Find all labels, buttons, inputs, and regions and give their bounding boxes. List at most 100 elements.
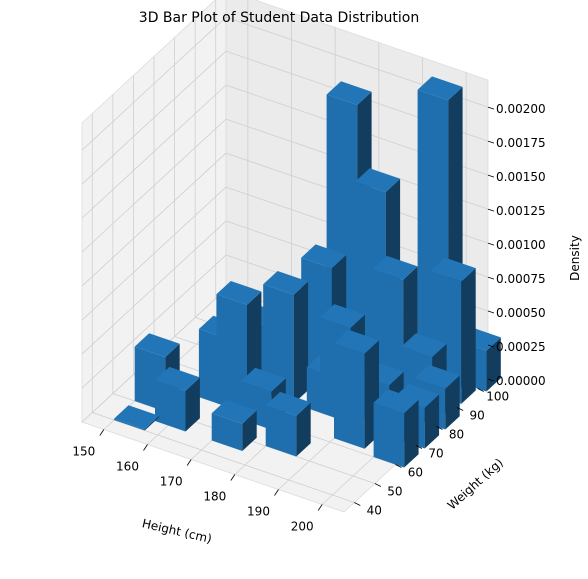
bar-face-top (430, 257, 476, 282)
bar-face-side (185, 377, 200, 432)
bar-face-front (211, 413, 243, 451)
gridline-z-wall (81, 118, 227, 253)
bar-face-top (301, 244, 347, 269)
x-tick-label: 150 (72, 445, 95, 459)
z-tick-mark (487, 242, 495, 246)
x-tick-mark (230, 474, 236, 481)
y-tick-mark (354, 502, 361, 506)
bar-face-top (326, 81, 372, 105)
x-tick-label: 200 (291, 520, 314, 534)
bar-face-side (445, 375, 460, 430)
z-tick-label: 0.00125 (496, 204, 546, 218)
gridline-z-wall (81, 220, 227, 355)
z-tick-label: 0.00175 (496, 136, 546, 150)
bar (373, 389, 419, 468)
gridline-z-wall (81, 16, 227, 151)
bar-face-side (293, 281, 309, 404)
z-tick-label: 0.00150 (496, 170, 546, 184)
z-tick-mark (487, 378, 495, 382)
gridline-z-wall (81, 84, 227, 219)
bar-face-top (373, 389, 419, 414)
bar-face-top (417, 76, 463, 101)
x-tick-mark (143, 444, 148, 451)
bar-face-top (240, 367, 286, 392)
bar-face-side (404, 399, 419, 468)
bar-face-side (486, 337, 501, 392)
bar (334, 329, 379, 449)
z-tick-label: 0.00075 (496, 272, 546, 286)
bar-face-top (114, 405, 160, 430)
bar-face-side (144, 415, 160, 431)
x-tick-label: 190 (247, 505, 270, 519)
bar (211, 400, 257, 451)
z-tick-mark (487, 344, 495, 348)
chart-title: 3D Bar Plot of Student Data Distribution (139, 10, 419, 26)
y-tick-label: 90 (470, 409, 485, 423)
z-axis-label: Density (568, 235, 582, 281)
bar-face-top (334, 329, 379, 354)
bar-face-top (401, 333, 447, 357)
bar-face-top (216, 281, 262, 305)
bar-face-side (296, 402, 311, 457)
x-tick-label: 160 (116, 460, 139, 474)
y-tick-label: 80 (449, 428, 464, 442)
gridline-z-wall (81, 186, 227, 321)
z-tick-label: 0.00000 (496, 374, 546, 388)
bar-face-front (155, 380, 186, 432)
y-tick-mark (456, 407, 464, 411)
gridline-z-wall (81, 254, 227, 389)
z-tick-label: 0.00025 (496, 340, 546, 354)
bar-face-top (355, 168, 401, 193)
y-tick-mark (415, 445, 423, 449)
z-tick-mark (487, 106, 495, 110)
bar-face-front (265, 405, 297, 457)
y-tick-label: 50 (387, 485, 402, 499)
bar-face-side (424, 394, 440, 449)
bar-face-top (319, 304, 365, 328)
bar (114, 405, 160, 431)
x-tick-mark (274, 489, 279, 496)
gridline-z-wall (81, 50, 227, 185)
gridline-z-wall (81, 152, 227, 287)
x-tick-label: 180 (203, 490, 226, 504)
z-tick-mark (487, 310, 495, 314)
z-tick-mark (487, 276, 495, 280)
z-tick-mark (487, 140, 495, 144)
x-tick-mark (186, 459, 192, 466)
bar-face-top (372, 255, 418, 280)
y-tick-mark (477, 388, 484, 392)
bar-face-front (114, 418, 145, 431)
bar-face-top (211, 400, 257, 424)
x-tick-mark (99, 429, 105, 436)
y-tick-mark (374, 483, 382, 487)
bar-face-top (414, 364, 460, 389)
y-tick-label: 60 (408, 466, 423, 480)
x-tick-label: 170 (160, 475, 183, 489)
bar-group (114, 76, 501, 468)
bar (265, 391, 311, 457)
z-tick-label: 0.00100 (496, 238, 546, 252)
bar-face-front (373, 402, 405, 468)
bar-face-top (263, 271, 309, 295)
z-tick-label: 0.00200 (496, 102, 546, 116)
bar-face-top (134, 333, 180, 358)
bar-face-top (394, 383, 440, 408)
bar-face-top (265, 391, 311, 416)
z-tick-mark (487, 174, 495, 178)
z-tick-label: 0.00050 (496, 306, 546, 320)
y-tick-label: 100 (486, 390, 509, 404)
y-tick-mark (395, 464, 402, 468)
bar-face-side (461, 268, 476, 404)
x-tick-mark (317, 504, 323, 511)
bar (155, 366, 200, 432)
y-tick-mark (436, 426, 443, 430)
y-tick-label: 40 (367, 504, 382, 518)
bar-face-side (242, 410, 257, 451)
y-axis-label: Weight (kg) (445, 456, 506, 513)
bar-face-top (155, 366, 200, 391)
bar-face-front (216, 294, 247, 414)
gridline-y-floor (92, 412, 355, 503)
y-tick-label: 70 (428, 447, 443, 461)
